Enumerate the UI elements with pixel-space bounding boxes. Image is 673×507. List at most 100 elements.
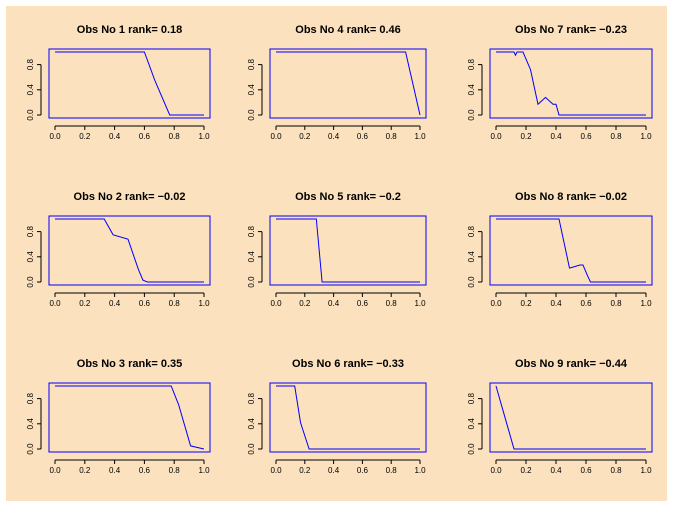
series-line bbox=[55, 51, 204, 116]
x-tick-label: 0.2 bbox=[79, 466, 91, 475]
x-tick-label: 0.6 bbox=[580, 132, 592, 141]
y-tick-label: 0.0 bbox=[467, 276, 476, 288]
panel-title: Obs No 8 rank= −0.02 bbox=[515, 191, 627, 203]
y-tick-label: 0.0 bbox=[26, 276, 35, 288]
x-tick-label: 0.4 bbox=[109, 132, 121, 141]
y-tick-label: 0.4 bbox=[26, 84, 35, 96]
y-tick-label: 0.8 bbox=[26, 392, 35, 404]
x-tick-label: 0.2 bbox=[520, 299, 532, 308]
x-tick-label: 0.8 bbox=[169, 132, 181, 141]
x-tick-label: 0.4 bbox=[550, 466, 562, 475]
plot-frame bbox=[489, 382, 653, 453]
plot-frame bbox=[489, 215, 653, 286]
y-tick-label: 0.0 bbox=[26, 109, 35, 121]
x-tick-label: 0.8 bbox=[169, 466, 181, 475]
x-tick-label: 0.6 bbox=[139, 132, 151, 141]
panel-5: Obs No 5 rank= −0.2 0.0 0.2 0.4 0.6 0.8 1.0 0.0… bbox=[247, 191, 427, 308]
x-tick-label: 0.8 bbox=[169, 299, 181, 308]
x-tick-label: 1.0 bbox=[198, 299, 210, 308]
x-tick-label: 0.4 bbox=[328, 466, 340, 475]
x-tick-label: 0.6 bbox=[357, 132, 369, 141]
x-tick-label: 0.4 bbox=[328, 132, 340, 141]
panel-title: Obs No 3 rank= 0.35 bbox=[77, 358, 182, 370]
series-line bbox=[496, 51, 646, 116]
panel-1: Obs No 1 rank= 0.18 0.0 0.2 0.4 0.6 0.8 1.0 0.0… bbox=[26, 24, 211, 141]
plot-frame bbox=[269, 48, 427, 119]
panel-6: Obs No 8 rank= −0.02 0.0 0.2 0.4 0.6 0.8 1.0 0.… bbox=[467, 191, 653, 308]
series-line bbox=[55, 218, 204, 283]
x-tick-label: 0.0 bbox=[49, 299, 61, 308]
y-tick-label: 0.4 bbox=[467, 418, 476, 430]
y-tick-label: 0.4 bbox=[26, 418, 35, 430]
plot-frame bbox=[269, 215, 427, 286]
x-tick-label: 0.6 bbox=[357, 466, 369, 475]
panel-9: Obs No 9 rank= −0.44 0.0 0.2 0.4 0.6 0.8 1.0 0.… bbox=[467, 358, 653, 475]
x-tick-label: 1.0 bbox=[198, 132, 210, 141]
x-tick-label: 0.8 bbox=[386, 132, 398, 141]
x-tick-label: 0.0 bbox=[270, 132, 282, 141]
y-tick-label: 0.8 bbox=[26, 58, 35, 70]
plot-frame bbox=[48, 382, 211, 453]
panel-8: Obs No 6 rank= −0.33 0.0 0.2 0.4 0.6 0.8 1.0 0.… bbox=[247, 358, 427, 475]
series-line bbox=[495, 385, 646, 450]
x-tick-label: 0.4 bbox=[550, 132, 562, 141]
y-tick-label: 0.0 bbox=[26, 443, 35, 455]
y-tick-label: 0.0 bbox=[247, 109, 256, 121]
x-tick-label: 1.0 bbox=[198, 466, 210, 475]
x-tick-label: 0.0 bbox=[270, 466, 282, 475]
plot-frame bbox=[489, 48, 653, 119]
x-tick-label: 0.6 bbox=[580, 466, 592, 475]
x-tick-label: 0.8 bbox=[386, 299, 398, 308]
panel-title: Obs No 9 rank= −0.44 bbox=[515, 358, 628, 370]
x-tick-label: 0.0 bbox=[490, 132, 502, 141]
y-tick-label: 0.8 bbox=[467, 392, 476, 404]
x-tick-label: 0.6 bbox=[580, 299, 592, 308]
x-tick-label: 0.2 bbox=[79, 299, 91, 308]
x-tick-label: 0.6 bbox=[139, 466, 151, 475]
y-tick-label: 0.4 bbox=[247, 251, 256, 263]
x-tick-label: 0.6 bbox=[357, 299, 369, 308]
x-tick-label: 1.0 bbox=[640, 299, 652, 308]
y-tick-label: 0.8 bbox=[467, 225, 476, 237]
y-tick-label: 0.0 bbox=[247, 443, 256, 455]
plot-frame bbox=[48, 48, 211, 119]
y-tick-label: 0.8 bbox=[26, 225, 35, 237]
series-line bbox=[276, 51, 421, 116]
x-tick-label: 0.4 bbox=[550, 299, 562, 308]
series-line bbox=[276, 218, 420, 283]
panel-3: Obs No 7 rank= −0.23 0.0 0.2 0.4 0.6 0.8 1.0 0.… bbox=[467, 24, 653, 141]
x-tick-label: 1.0 bbox=[640, 132, 652, 141]
x-tick-label: 1.0 bbox=[414, 132, 426, 141]
y-tick-label: 0.0 bbox=[467, 443, 476, 455]
x-tick-label: 0.8 bbox=[386, 466, 398, 475]
x-tick-label: 0.0 bbox=[490, 299, 502, 308]
y-tick-label: 0.4 bbox=[247, 418, 256, 430]
panel-title: Obs No 6 rank= −0.33 bbox=[292, 358, 404, 370]
y-tick-label: 0.8 bbox=[247, 58, 256, 70]
y-tick-label: 0.8 bbox=[467, 58, 476, 70]
y-tick-label: 0.4 bbox=[247, 84, 256, 96]
x-tick-label: 0.2 bbox=[299, 132, 311, 141]
x-tick-label: 1.0 bbox=[414, 466, 426, 475]
x-tick-label: 0.4 bbox=[328, 299, 340, 308]
x-tick-label: 0.8 bbox=[610, 299, 622, 308]
x-tick-label: 0.2 bbox=[520, 132, 532, 141]
x-tick-label: 0.0 bbox=[490, 466, 502, 475]
plot-frame bbox=[269, 382, 427, 453]
series-line bbox=[496, 218, 646, 283]
panel-4: Obs No 2 rank= −0.02 0.0 0.2 0.4 0.6 0.8 1.0 0.… bbox=[26, 191, 211, 308]
figure-background bbox=[6, 6, 667, 501]
x-tick-label: 0.2 bbox=[299, 299, 311, 308]
y-tick-label: 0.4 bbox=[467, 251, 476, 263]
panel-title: Obs No 1 rank= 0.18 bbox=[77, 24, 182, 36]
y-tick-label: 0.0 bbox=[467, 109, 476, 121]
x-tick-label: 0.2 bbox=[79, 132, 91, 141]
x-tick-label: 0.4 bbox=[109, 299, 121, 308]
x-tick-label: 1.0 bbox=[414, 299, 426, 308]
panel-title: Obs No 4 rank= 0.46 bbox=[295, 24, 400, 36]
x-tick-label: 0.8 bbox=[610, 466, 622, 475]
panel-title: Obs No 7 rank= −0.23 bbox=[515, 24, 627, 36]
x-tick-label: 0.2 bbox=[520, 466, 532, 475]
x-tick-label: 1.0 bbox=[640, 466, 652, 475]
